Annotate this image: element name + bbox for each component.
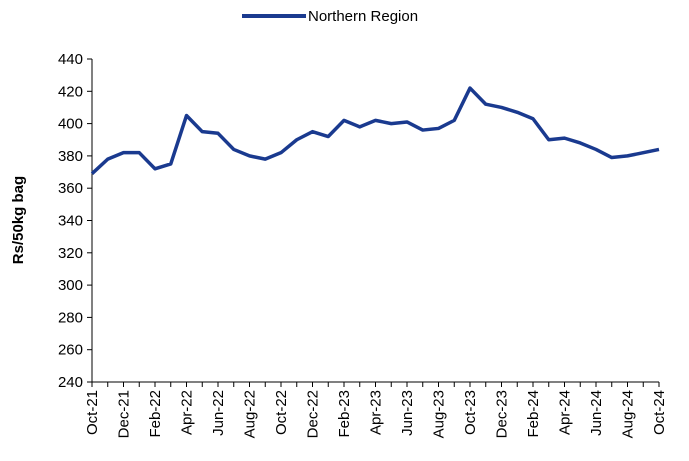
x-tick-label: Jun-24 [588,390,605,436]
x-tick-label: Jun-22 [210,390,227,436]
x-tick-label: Aug-24 [620,390,637,438]
y-tick-label: 260 [58,342,83,359]
x-tick-label: Jun-23 [399,390,416,436]
y-tick-label: 380 [58,148,83,165]
y-tick-label: 320 [58,245,83,262]
y-tick-label: 420 [58,83,83,100]
x-tick-label: Oct-21 [84,390,101,435]
y-tick-label: 400 [58,116,83,133]
data-line [90,86,660,175]
x-tick-label: Dec-21 [116,390,133,438]
x-tick-label: Oct-23 [462,390,479,435]
y-axis-title: Rs/50kg bag [10,176,27,264]
legend-label: Northern Region [308,8,418,25]
x-tick-label: Oct-24 [651,390,668,435]
x-tick-label: Oct-22 [273,390,290,435]
y-tick-label: 360 [58,180,83,197]
x-tick-label: Feb-24 [525,390,542,438]
x-tick-label: Aug-23 [431,390,448,438]
x-tick-label: Dec-22 [305,390,322,438]
x-tick-label: Dec-23 [494,390,511,438]
y-tick-label: 340 [58,213,83,230]
y-tick-label: 240 [58,374,83,391]
y-tick-label: 280 [58,309,83,326]
x-tick-label: Feb-22 [147,390,164,438]
y-tick-label: 300 [58,277,83,294]
x-tick-label: Apr-24 [557,390,574,435]
x-tick-label: Apr-22 [179,390,196,435]
x-tick-label: Apr-23 [368,390,385,435]
x-tick-label: Feb-23 [336,390,353,438]
x-tick-label: Aug-22 [242,390,259,438]
y-tick-label: 440 [58,51,83,68]
